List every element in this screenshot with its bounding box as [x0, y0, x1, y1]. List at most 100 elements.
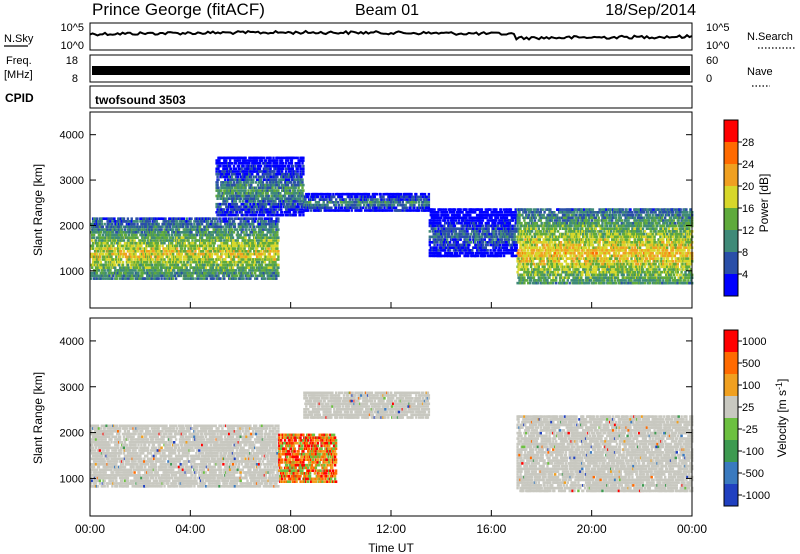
heatmap-cell: [270, 194, 273, 198]
heatmap-cell: [272, 239, 275, 242]
heatmap-cell: [165, 271, 168, 275]
heatmap-cell: [226, 194, 229, 198]
heatmap-cell: [275, 178, 278, 181]
heatmap-cell: [124, 233, 128, 237]
heatmap-cell: [350, 195, 353, 199]
heatmap-cell: [299, 202, 302, 206]
heatmap-cell: [299, 213, 302, 217]
heatmap-cell: [252, 239, 255, 242]
heatmap-cell: [178, 217, 182, 220]
heatmap-cell: [285, 178, 289, 181]
heatmap-cell: [97, 228, 101, 231]
nsky-series: [89, 29, 693, 41]
heatmap-cell: [124, 252, 128, 256]
heatmap-cell: [302, 156, 305, 160]
heatmap-cell: [171, 231, 174, 234]
heatmap-cell: [249, 277, 252, 280]
heatmap-cell: [93, 217, 97, 220]
heatmap-cell: [413, 206, 416, 210]
heatmap-cell: [246, 197, 249, 200]
heatmap-cell: [280, 208, 283, 211]
heatmap-cell: [248, 258, 251, 261]
heatmap-cell: [322, 201, 325, 204]
heatmap-cell: [142, 271, 145, 275]
heatmap-cell: [397, 203, 401, 207]
heatmap-cell: [276, 211, 279, 214]
heatmap-cell: [427, 203, 431, 207]
heatmap-cell: [356, 195, 359, 199]
heatmap-cell: [338, 192, 342, 196]
heatmap-cell: [255, 277, 259, 280]
heatmap-cell: [200, 252, 203, 256]
heatmap-cell: [301, 181, 304, 184]
heatmap-cell: [208, 274, 212, 278]
heatmap-cell: [163, 260, 166, 264]
heatmap-cell: [228, 271, 232, 275]
heatmap-cell: [391, 198, 394, 201]
heatmap-cell: [221, 233, 224, 237]
heatmap-cell: [326, 209, 329, 212]
heatmap-cell: [199, 244, 202, 248]
heatmap-cell: [377, 201, 380, 204]
heatmap-cell: [287, 194, 291, 198]
heatmap-cell: [217, 255, 220, 259]
heatmap-cell: [321, 192, 324, 196]
heatmap-cell: [429, 219, 432, 222]
heatmap-cell: [209, 250, 212, 253]
heatmap-cell: [258, 274, 262, 278]
heatmap-cell: [261, 228, 265, 231]
heatmap-cell: [286, 213, 290, 217]
heatmap-cell: [173, 274, 177, 278]
heatmap-cell: [219, 258, 222, 261]
heatmap-cell: [142, 263, 145, 267]
heatmap-cell: [154, 217, 157, 220]
heatmap-cell: [440, 243, 443, 247]
heatmap-cell: [409, 206, 412, 210]
heatmap-cell: [217, 178, 220, 181]
heatmap-cell: [259, 164, 263, 168]
heatmap-cell: [241, 247, 244, 250]
heatmap-cell: [149, 222, 153, 226]
heatmap-cell: [235, 189, 239, 192]
heatmap-cell: [150, 269, 154, 272]
heatmap-cell: [192, 260, 195, 264]
heatmap-cell: [276, 231, 279, 234]
heatmap-cell: [212, 222, 215, 226]
heatmap-cell: [335, 203, 338, 207]
heatmap-cell: [160, 274, 163, 278]
heatmap-cell: [120, 269, 124, 272]
heatmap-cell: [421, 192, 425, 196]
heatmap-cell: [174, 228, 178, 231]
heatmap-cell: [290, 192, 294, 195]
heatmap-cell: [175, 258, 179, 261]
heatmap-cell: [255, 274, 258, 278]
heatmap-cell: [159, 239, 162, 242]
heatmap-cell: [229, 181, 233, 184]
heatmap-cell: [238, 162, 241, 165]
heatmap-cell: [246, 159, 249, 162]
heatmap-cell: [146, 260, 149, 264]
heatmap-cell: [236, 236, 239, 239]
heatmap-cell: [411, 209, 414, 212]
heatmap-cell: [276, 159, 279, 162]
heatmap-cell: [292, 192, 295, 195]
heatmap-cell: [271, 255, 274, 259]
heatmap-cell: [106, 225, 109, 229]
heatmap-cell: [111, 217, 114, 220]
heatmap-cell: [100, 222, 103, 226]
heatmap-cell: [294, 213, 297, 217]
heatmap-cell: [230, 175, 234, 179]
heatmap-cell: [255, 186, 258, 190]
heatmap-cell: [413, 195, 416, 199]
heatmap-cell: [316, 195, 320, 199]
heatmap-cell: [264, 186, 267, 190]
heatmap-cell: [246, 222, 249, 226]
heatmap-cell: [273, 192, 276, 195]
nsky-tick-bottom: 10^0: [60, 40, 84, 52]
heatmap-cell: [162, 222, 165, 226]
heatmap-cell: [433, 208, 436, 211]
heatmap-cell: [255, 213, 258, 217]
heatmap-cell: [93, 228, 97, 231]
heatmap-cell: [234, 269, 238, 272]
heatmap-cell: [242, 164, 245, 168]
